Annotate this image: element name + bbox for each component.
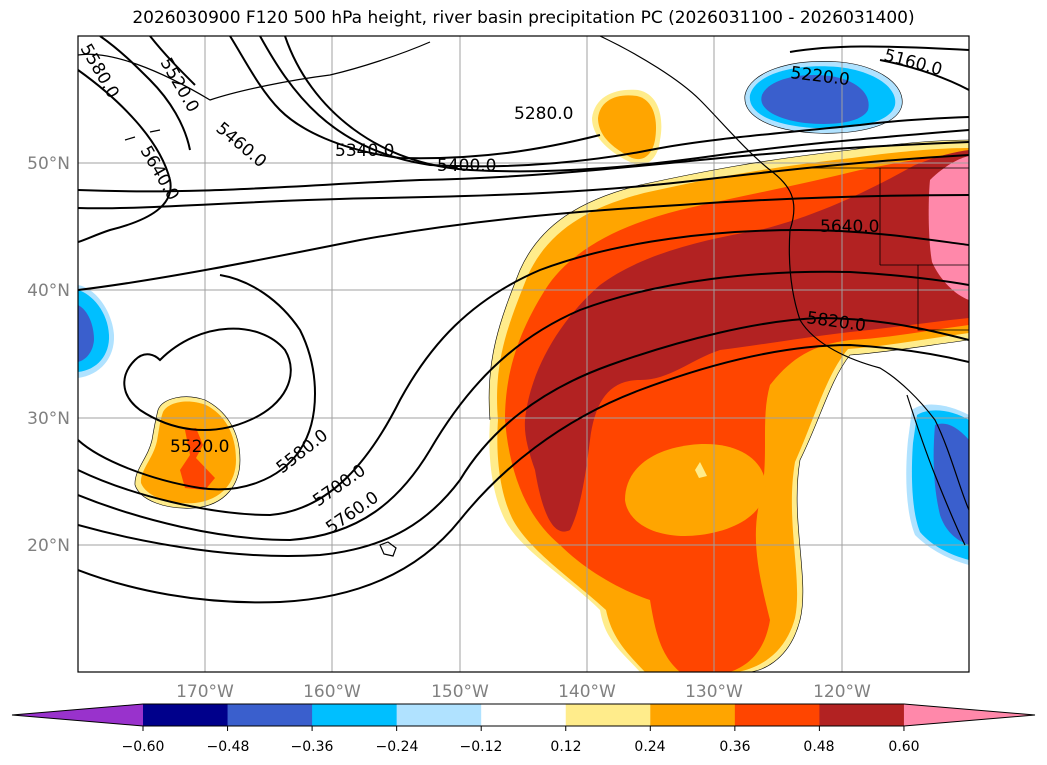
lat-label: 20°N bbox=[27, 536, 70, 556]
lat-label: 40°N bbox=[27, 281, 70, 301]
contour-label: 5400.0 bbox=[437, 156, 496, 176]
lon-label: 170°W bbox=[176, 682, 234, 702]
gridlines bbox=[78, 36, 969, 672]
precip-shading bbox=[78, 36, 969, 672]
contour-line bbox=[879, 59, 969, 91]
contour-label: 5640.0 bbox=[820, 217, 879, 237]
colorbar-extend-max bbox=[903, 704, 1035, 726]
contour-line bbox=[78, 316, 969, 557]
colorbar-tick-label: 0.24 bbox=[634, 739, 665, 755]
contour-line bbox=[229, 36, 601, 160]
colorbar-segment bbox=[396, 704, 482, 726]
colorbar-tick-label: −0.24 bbox=[376, 739, 419, 755]
colorbar-tick-label: 0.60 bbox=[888, 739, 919, 755]
colorbar bbox=[11, 703, 1036, 731]
lat-label: 30°N bbox=[27, 409, 70, 429]
lat-axis-labels: 50°N 40°N 30°N 20°N bbox=[27, 154, 70, 556]
contour-label: 5520.0 bbox=[170, 437, 229, 457]
contour-line bbox=[78, 228, 969, 517]
colorbar-segment bbox=[481, 704, 567, 726]
colorbar-segment bbox=[312, 704, 398, 726]
contour-line bbox=[149, 36, 196, 86]
contour-line bbox=[78, 154, 969, 210]
lat-label: 50°N bbox=[27, 154, 70, 174]
colorbar-segment bbox=[819, 704, 905, 726]
contour-line bbox=[259, 36, 969, 168]
colorbar-segment bbox=[565, 704, 651, 726]
borders bbox=[810, 167, 969, 331]
contour-line bbox=[123, 327, 292, 431]
lon-axis-labels: 170°W 160°W 150°W 140°W 130°W 120°W bbox=[176, 682, 871, 702]
precip-region-baja-blue bbox=[933, 423, 969, 545]
contour-line bbox=[789, 45, 969, 53]
contour-line bbox=[284, 36, 969, 173]
contour-line bbox=[78, 274, 316, 491]
colorbar-segment bbox=[650, 704, 736, 726]
colorbar-tick-label: −0.36 bbox=[291, 739, 334, 755]
lon-label: 150°W bbox=[431, 682, 489, 702]
lon-label: 120°W bbox=[813, 682, 871, 702]
precip-region-low-orangered bbox=[180, 428, 215, 490]
colorbar-tick-label: −0.48 bbox=[207, 739, 250, 755]
lon-label: 130°W bbox=[685, 682, 743, 702]
precip-region-inner-orange bbox=[625, 444, 766, 536]
contour-line bbox=[78, 270, 969, 542]
colorbar-extend-min bbox=[12, 704, 143, 726]
contour-label: 5340.0 bbox=[335, 141, 394, 161]
colorbar-tick-label: 0.36 bbox=[719, 739, 750, 755]
colorbar-tick-label: −0.12 bbox=[460, 739, 503, 755]
colorbar-segment bbox=[734, 704, 820, 726]
lon-label: 140°W bbox=[558, 682, 616, 702]
map-panel bbox=[77, 35, 970, 673]
colorbar-segment bbox=[143, 704, 229, 726]
height-contours bbox=[78, 36, 969, 604]
contour-line bbox=[78, 141, 969, 193]
colorbar-tick-labels: −0.60 −0.48 −0.36 −0.24 −0.12 0.12 0.24 … bbox=[122, 739, 920, 755]
lon-label: 160°W bbox=[303, 682, 361, 702]
precip-region-pink bbox=[928, 156, 969, 300]
colorbar-tick-label: 0.12 bbox=[550, 739, 581, 755]
colorbar-segment bbox=[227, 704, 313, 726]
colorbar-tick-label: 0.48 bbox=[803, 739, 834, 755]
contour-line bbox=[78, 194, 969, 291]
precip-region-west-blue bbox=[78, 305, 94, 362]
precip-region-main-darkred bbox=[524, 150, 969, 532]
contour-line bbox=[99, 36, 191, 151]
map-title: 2026030900 F120 500 hPa height, river ba… bbox=[132, 8, 915, 28]
contour-label: 5280.0 bbox=[514, 104, 573, 124]
contour-line bbox=[78, 69, 172, 243]
colorbar-tick-label: −0.60 bbox=[122, 739, 165, 755]
map-frame bbox=[77, 35, 970, 673]
precip-region-gulf-orange bbox=[598, 95, 657, 160]
precip-region-inner-yellow bbox=[695, 462, 707, 478]
contour-line bbox=[78, 343, 969, 604]
